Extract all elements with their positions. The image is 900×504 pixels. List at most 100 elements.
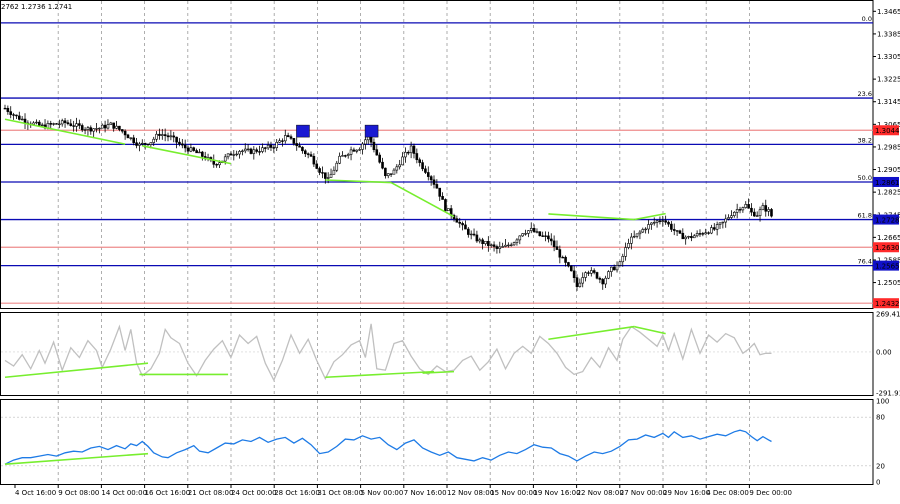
candle-body xyxy=(275,142,279,149)
candle-body xyxy=(584,272,587,278)
candle-body xyxy=(372,141,376,150)
candle-body xyxy=(664,220,667,223)
candle-body xyxy=(552,240,556,247)
price-tag-label: 1.3044 xyxy=(875,127,900,135)
candle-body xyxy=(704,232,708,235)
fib-level-label: 23.6 xyxy=(858,90,872,98)
candle-body xyxy=(243,148,247,152)
candle-body xyxy=(661,220,665,222)
candle-body xyxy=(183,144,187,149)
candle-body xyxy=(750,207,753,213)
candle-body xyxy=(604,277,607,285)
price-trendline xyxy=(4,118,126,145)
candle-body xyxy=(140,142,144,145)
price-trendline xyxy=(325,179,392,184)
candle-body xyxy=(335,162,339,171)
candle-body xyxy=(272,147,276,149)
candle-body xyxy=(678,230,682,234)
candle-body xyxy=(535,231,539,233)
x-tick-label: 21 Oct 08:00 xyxy=(188,489,234,497)
candle-body xyxy=(724,218,728,223)
candle-body xyxy=(572,270,576,279)
candle-body xyxy=(269,144,273,148)
price-trendline xyxy=(142,145,232,165)
candle-body xyxy=(143,142,147,145)
cci-trendline xyxy=(634,325,666,335)
candle-body xyxy=(346,154,350,156)
cci-trendline xyxy=(548,325,635,341)
panel-frame-2 xyxy=(0,399,874,485)
candle-body xyxy=(301,146,304,152)
rsi-tick-label: 100 xyxy=(876,398,889,406)
candle-body xyxy=(263,147,267,149)
candle-body xyxy=(232,154,236,156)
candle-body xyxy=(655,220,659,223)
candle-body xyxy=(632,235,636,238)
candle-body xyxy=(630,236,633,244)
price-tick-label: 1.3385 xyxy=(877,30,900,38)
x-tick-label: 15 Nov 00:00 xyxy=(490,489,537,497)
x-tick-label: 29 Nov 16:00 xyxy=(663,489,710,497)
signal-marker xyxy=(296,124,310,138)
candle-body xyxy=(509,244,513,246)
candle-body xyxy=(512,242,516,246)
candle-body xyxy=(681,232,685,240)
candle-body xyxy=(58,123,61,126)
candle-body xyxy=(241,150,244,152)
candle-body xyxy=(549,238,553,242)
candle-body xyxy=(647,224,650,230)
candle-body xyxy=(438,187,442,197)
candle-body xyxy=(355,149,359,152)
candle-body xyxy=(627,243,630,248)
candle-body xyxy=(66,122,70,125)
candle-body xyxy=(258,151,261,153)
candle-body xyxy=(315,163,319,169)
panel-frame-1 xyxy=(0,312,874,396)
candle-body xyxy=(575,277,579,287)
price-tick-label: 1.3065 xyxy=(877,121,900,129)
candle-body xyxy=(349,149,353,155)
candle-body xyxy=(744,204,748,208)
candle-body xyxy=(161,134,164,136)
candle-body xyxy=(266,144,270,149)
candle-body xyxy=(515,239,519,243)
x-tick-label: 7 Nov 16:00 xyxy=(404,489,447,497)
candle-body xyxy=(112,122,115,129)
candle-body xyxy=(72,125,75,127)
candle-body xyxy=(658,220,662,222)
candle-body xyxy=(521,233,524,237)
candle-body xyxy=(541,235,544,237)
candle-body xyxy=(421,162,424,170)
candle-body xyxy=(409,145,413,154)
candle-body xyxy=(12,114,15,116)
candle-body xyxy=(135,142,138,146)
candle-body xyxy=(406,151,410,154)
cci-tick-label: 269.4111 xyxy=(876,311,900,319)
candle-body xyxy=(418,159,422,163)
candle-body xyxy=(607,271,610,279)
candle-body xyxy=(598,277,602,280)
x-tick-label: 24 Oct 00:00 xyxy=(231,489,277,497)
candle-body xyxy=(469,233,473,236)
candle-body xyxy=(186,147,190,152)
candle-body xyxy=(246,148,250,151)
candle-body xyxy=(472,233,476,236)
candle-body xyxy=(55,123,58,125)
candle-body xyxy=(392,169,396,175)
candle-body xyxy=(341,155,344,157)
candle-body xyxy=(621,256,625,263)
price-trendline xyxy=(390,181,455,218)
candle-body xyxy=(86,127,90,130)
candle-body xyxy=(518,235,522,241)
candle-body xyxy=(95,128,98,130)
candle-body xyxy=(424,168,427,173)
candle-body xyxy=(610,266,613,272)
candle-body xyxy=(295,143,299,147)
candle-body xyxy=(298,145,301,148)
candle-body xyxy=(767,209,770,212)
candle-body xyxy=(730,215,733,218)
candle-body xyxy=(15,114,18,117)
candle-body xyxy=(98,127,101,130)
price-tick-label: 1.2665 xyxy=(877,234,900,242)
